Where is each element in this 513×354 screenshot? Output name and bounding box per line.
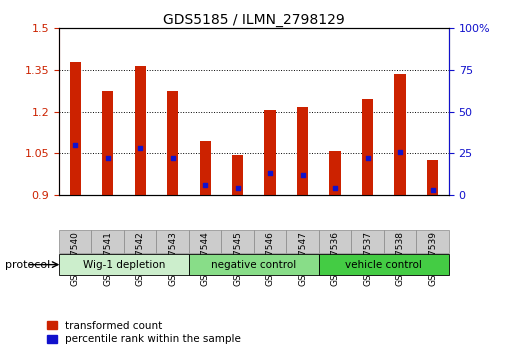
Text: GSM737537: GSM737537 [363, 231, 372, 286]
FancyBboxPatch shape [222, 230, 254, 253]
Point [169, 155, 177, 161]
Text: GSM737544: GSM737544 [201, 231, 210, 286]
FancyBboxPatch shape [384, 230, 417, 253]
FancyBboxPatch shape [319, 254, 449, 275]
Text: GSM737542: GSM737542 [136, 231, 145, 286]
Text: GSM737538: GSM737538 [396, 231, 405, 286]
Text: vehicle control: vehicle control [345, 259, 422, 270]
Bar [394, 74, 406, 195]
FancyBboxPatch shape [417, 230, 449, 253]
Point [201, 182, 209, 188]
FancyBboxPatch shape [254, 230, 286, 253]
FancyBboxPatch shape [124, 230, 156, 253]
FancyBboxPatch shape [319, 230, 351, 253]
Text: Wig-1 depletion: Wig-1 depletion [83, 259, 165, 270]
Bar [265, 110, 276, 195]
FancyBboxPatch shape [59, 254, 189, 275]
Bar [200, 141, 211, 195]
Title: GDS5185 / ILMN_2798129: GDS5185 / ILMN_2798129 [163, 13, 345, 27]
Point [331, 185, 339, 191]
Point [104, 155, 112, 161]
Text: GSM737536: GSM737536 [331, 231, 340, 286]
Text: GSM737547: GSM737547 [298, 231, 307, 286]
Text: GSM737539: GSM737539 [428, 231, 437, 286]
Bar [427, 160, 438, 195]
Point [428, 187, 437, 193]
FancyBboxPatch shape [189, 254, 319, 275]
Bar [297, 108, 308, 195]
FancyBboxPatch shape [286, 230, 319, 253]
Bar [232, 155, 243, 195]
Bar [102, 91, 113, 195]
Bar [362, 99, 373, 195]
Point [299, 172, 307, 178]
Point [233, 185, 242, 191]
Text: GSM737543: GSM737543 [168, 231, 177, 286]
FancyBboxPatch shape [351, 230, 384, 253]
Point [364, 155, 372, 161]
Legend: transformed count, percentile rank within the sample: transformed count, percentile rank withi… [46, 320, 242, 345]
Point [396, 149, 404, 154]
FancyBboxPatch shape [189, 230, 222, 253]
Text: protocol: protocol [5, 260, 50, 270]
FancyBboxPatch shape [156, 230, 189, 253]
Text: GSM737541: GSM737541 [103, 231, 112, 286]
Text: GSM737545: GSM737545 [233, 231, 242, 286]
Text: GSM737546: GSM737546 [266, 231, 274, 286]
Point [136, 145, 144, 151]
Bar [329, 150, 341, 195]
Point [266, 171, 274, 176]
Bar [70, 62, 81, 195]
Point [71, 142, 80, 148]
FancyBboxPatch shape [59, 230, 91, 253]
Text: negative control: negative control [211, 259, 297, 270]
Bar [167, 91, 179, 195]
Text: GSM737540: GSM737540 [71, 231, 80, 286]
FancyBboxPatch shape [91, 230, 124, 253]
Bar [134, 66, 146, 195]
